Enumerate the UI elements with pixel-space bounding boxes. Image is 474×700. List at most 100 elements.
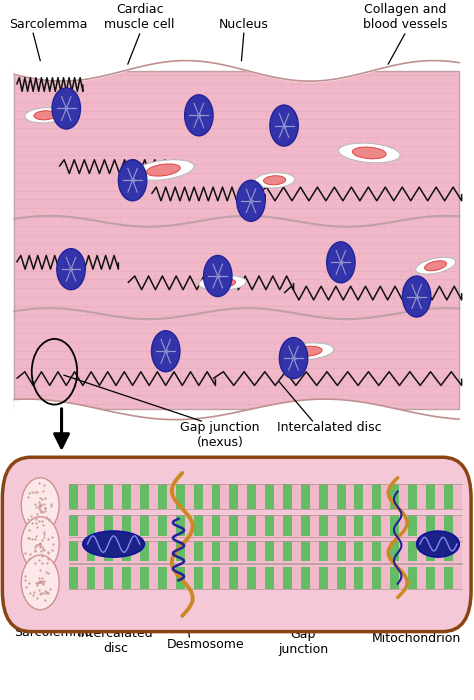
Bar [301,515,310,537]
Bar [283,564,292,589]
Bar [194,541,202,564]
Bar [310,515,319,537]
Bar [372,515,381,537]
Bar [104,541,113,564]
Bar [238,564,247,589]
Bar [220,541,229,564]
Bar [202,564,211,589]
Text: Sarcolemma: Sarcolemma [9,18,88,32]
Bar [104,564,113,589]
Bar [372,541,381,564]
Bar [408,541,417,564]
Bar [355,541,364,564]
Bar [78,541,87,564]
Bar [346,484,355,508]
Bar [229,484,238,508]
Bar [238,541,247,564]
Bar [399,541,408,564]
Ellipse shape [425,261,447,271]
Text: Collagen and
blood vessels: Collagen and blood vessels [363,4,447,32]
Bar [131,484,140,508]
Bar [328,541,337,564]
Bar [69,541,78,564]
Circle shape [21,477,59,533]
Bar [444,515,453,537]
Bar [274,541,283,564]
Bar [337,541,346,564]
Bar [104,515,113,537]
Bar [158,564,167,589]
Text: Nucleus: Nucleus [219,18,269,32]
Bar [69,484,78,508]
Bar [69,564,78,589]
Ellipse shape [146,164,180,176]
Bar [274,564,283,589]
Bar [202,484,211,508]
Bar [176,564,185,589]
Bar [283,515,292,537]
Bar [87,484,95,508]
Bar [265,564,274,589]
Bar [185,484,194,508]
Bar [149,484,158,508]
Bar [229,564,238,589]
Ellipse shape [210,279,236,288]
Bar [364,484,372,508]
FancyBboxPatch shape [2,457,471,631]
Circle shape [270,105,298,146]
Bar [140,515,149,537]
Bar [78,484,87,508]
Bar [229,515,238,537]
Bar [211,515,220,537]
Ellipse shape [199,275,246,290]
Circle shape [21,555,59,610]
Bar [238,515,247,537]
Bar [408,484,417,508]
Bar [355,515,364,537]
Bar [87,515,95,537]
Bar [211,541,220,564]
Bar [381,484,390,508]
Bar [176,515,185,537]
Bar [274,484,283,508]
Circle shape [118,160,147,201]
Bar [220,484,229,508]
Ellipse shape [417,531,459,557]
Bar [265,484,274,508]
Bar [122,541,131,564]
Ellipse shape [255,173,295,188]
Bar [426,541,435,564]
Bar [140,564,149,589]
Circle shape [21,517,59,571]
Bar [319,515,328,537]
Bar [113,484,122,508]
Bar [319,564,328,589]
Text: Desmosome: Desmosome [167,638,245,652]
Bar [131,515,140,537]
Ellipse shape [34,111,56,120]
Ellipse shape [133,160,194,181]
Bar [69,515,78,537]
Bar [122,564,131,589]
Bar [194,515,202,537]
Bar [444,484,453,508]
Bar [292,541,301,564]
Bar [372,564,381,589]
Bar [149,541,158,564]
Bar [95,564,104,589]
Bar [247,564,256,589]
Bar [310,484,319,508]
Ellipse shape [282,343,334,360]
Bar [435,515,444,537]
Bar [328,564,337,589]
Bar [435,541,444,564]
Bar [381,541,390,564]
Bar [185,515,194,537]
Bar [158,484,167,508]
Bar [408,564,417,589]
Bar [328,515,337,537]
Bar [390,564,399,589]
Ellipse shape [352,147,386,159]
Bar [399,484,408,508]
Bar [229,541,238,564]
